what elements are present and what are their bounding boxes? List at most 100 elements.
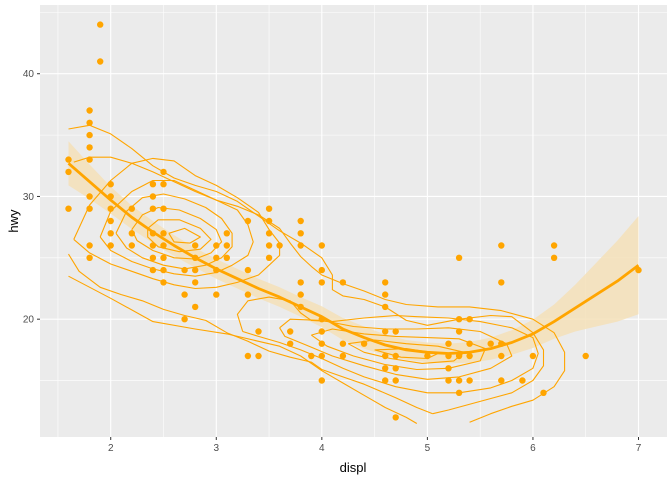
data-point [107, 181, 114, 188]
data-point [382, 291, 389, 298]
data-point [128, 242, 135, 249]
data-point [519, 377, 526, 384]
data-point [455, 316, 463, 323]
data-point [498, 279, 505, 286]
data-point [192, 242, 199, 249]
data-point [86, 193, 93, 200]
data-point [455, 389, 463, 396]
data-point [192, 279, 199, 286]
data-point [540, 389, 547, 396]
data-point [297, 230, 304, 237]
contour-line [310, 328, 486, 371]
data-point [86, 254, 93, 261]
data-point [287, 340, 294, 347]
data-point [382, 328, 389, 335]
contour-line [236, 296, 539, 394]
data-point [455, 328, 463, 335]
data-point [455, 377, 463, 384]
data-point [160, 254, 167, 261]
data-point [318, 279, 325, 286]
data-point [213, 254, 220, 261]
y-tick-label: 20 [23, 315, 35, 326]
data-point [466, 377, 473, 384]
smooth-confidence-band [68, 141, 639, 364]
data-point [498, 377, 505, 384]
data-point [308, 352, 315, 360]
data-point [455, 352, 463, 360]
data-point [223, 254, 230, 261]
data-point [65, 205, 72, 212]
data-point [244, 291, 252, 298]
data-point [582, 352, 589, 360]
data-point [392, 352, 399, 360]
data-point [244, 352, 252, 360]
data-point [339, 340, 347, 347]
data-point [445, 365, 452, 372]
data-point [297, 217, 304, 225]
data-point [392, 377, 399, 384]
data-point [318, 328, 325, 335]
data-point [86, 107, 93, 114]
y-tick-label: 40 [23, 69, 35, 80]
data-point [255, 352, 262, 360]
data-point [128, 230, 135, 237]
data-point [318, 266, 325, 274]
contour-line [68, 275, 418, 424]
data-point [424, 352, 431, 360]
x-tick-labels: 2 3 4 5 6 7 [108, 443, 642, 454]
data-point [160, 242, 167, 249]
data-point [392, 328, 399, 335]
data-point [181, 316, 188, 323]
data-point [550, 242, 558, 249]
data-point [86, 131, 93, 139]
data-point [529, 352, 537, 360]
data-point [318, 377, 325, 384]
data-point [297, 279, 304, 286]
x-tick-label: 2 [108, 443, 114, 454]
data-point [86, 205, 93, 212]
y-tick-label: 30 [23, 192, 35, 203]
data-point [265, 217, 273, 225]
x-tick-label: 6 [530, 443, 536, 454]
data-point [181, 266, 188, 274]
data-point [86, 119, 93, 127]
data-point [287, 328, 294, 335]
data-point [360, 340, 368, 347]
data-point [149, 193, 157, 200]
data-point [255, 328, 262, 335]
contour-line [168, 227, 201, 244]
data-point [445, 377, 452, 384]
data-point [635, 266, 642, 274]
data-point [149, 205, 157, 212]
data-point [192, 303, 199, 311]
contour-line [68, 124, 545, 415]
data-point [160, 230, 167, 237]
scatter-points [65, 21, 642, 421]
data-point [297, 291, 304, 298]
data-point [392, 365, 399, 372]
data-point [392, 414, 399, 421]
data-point [382, 303, 389, 311]
x-tick-label: 3 [213, 443, 219, 454]
data-point [265, 205, 273, 212]
y-tick-labels: 20 30 40 [23, 69, 35, 325]
data-point [487, 340, 494, 347]
contour-line [131, 206, 223, 260]
contour-line [68, 253, 433, 415]
data-point [318, 242, 325, 249]
contour-line [147, 219, 212, 253]
data-point [160, 168, 167, 176]
data-point [213, 242, 220, 249]
data-point [107, 205, 114, 212]
data-point [498, 242, 505, 249]
smooth-line [67, 162, 640, 355]
data-point [160, 266, 167, 274]
contour-line [279, 318, 513, 380]
data-point [107, 230, 114, 237]
data-point [276, 242, 283, 249]
data-point [149, 181, 157, 188]
data-point [213, 291, 220, 298]
data-point [97, 58, 104, 65]
data-point [382, 377, 389, 384]
